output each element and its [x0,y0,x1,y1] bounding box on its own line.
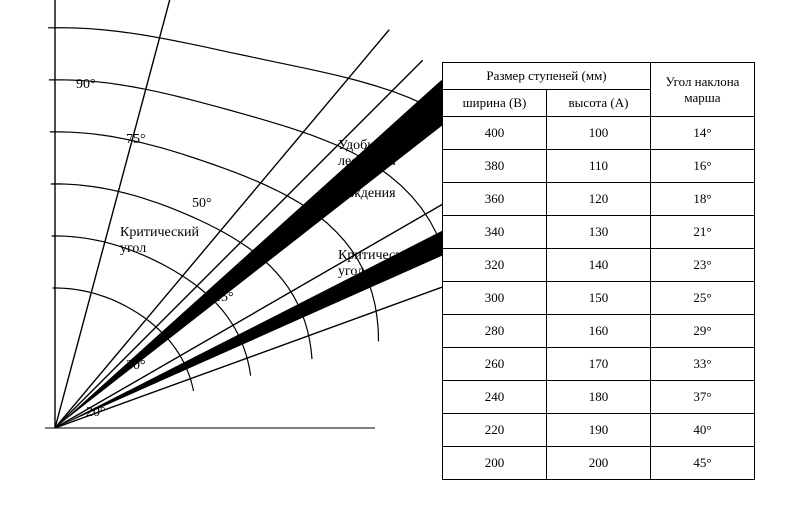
angle-label-30: 30° [126,358,146,374]
table-row: 24018037° [443,381,755,414]
table-cell: 380 [443,150,547,183]
table-cell: 340 [443,216,547,249]
header-width: ширина (B) [443,90,547,117]
table-cell: 33° [651,348,755,381]
table-cell: 18° [651,183,755,216]
table-cell: 190 [547,414,651,447]
table-cell: 200 [443,447,547,480]
table-cell: 45° [651,447,755,480]
angle-label-45: 45° [214,290,234,306]
table-row: 34013021° [443,216,755,249]
angle-label-75: 75° [126,132,146,148]
header-size-group: Размер ступеней (мм) [443,63,651,90]
table-cell: 37° [651,381,755,414]
label-critical-upper: Критический угол [120,225,199,257]
table-cell: 170 [547,348,651,381]
stairs-table: Размер ступеней (мм) Угол наклона марша … [442,62,755,480]
table-row: 38011016° [443,150,755,183]
table-row: 32014023° [443,249,755,282]
table-cell: 200 [547,447,651,480]
table-cell: 25° [651,282,755,315]
label-critical-lower: Критический угол [338,248,417,280]
angle-label-20: 20° [86,405,106,421]
table-row: 40010014° [443,117,755,150]
table-cell: 300 [443,282,547,315]
table-row: 22019040° [443,414,755,447]
table-cell: 40° [651,414,755,447]
table-row: 36012018° [443,183,755,216]
table-cell: 240 [443,381,547,414]
table-cell: 280 [443,315,547,348]
table-cell: 140 [547,249,651,282]
table-cell: 23° [651,249,755,282]
table-row: 26017033° [443,348,755,381]
table-cell: 110 [547,150,651,183]
table-cell: 130 [547,216,651,249]
table-cell: 320 [443,249,547,282]
stage: 20° 30° 45° 50° 75° 90° Удобные лестницы… [0,0,800,506]
table-cell: 14° [651,117,755,150]
table-cell: 21° [651,216,755,249]
table-row: 28016029° [443,315,755,348]
header-height: высота (A) [547,90,651,117]
table-row: 30015025° [443,282,755,315]
table-cell: 260 [443,348,547,381]
angle-label-50: 50° [192,196,212,212]
table-cell: 220 [443,414,547,447]
table-cell: 400 [443,117,547,150]
table-cell: 100 [547,117,651,150]
table-row: 20020045° [443,447,755,480]
table-cell: 150 [547,282,651,315]
table-cell: 16° [651,150,755,183]
table-cell: 29° [651,315,755,348]
stairs-table-wrap: Размер ступеней (мм) Угол наклона марша … [442,62,754,480]
table-cell: 160 [547,315,651,348]
table-cell: 360 [443,183,547,216]
table-cell: 180 [547,381,651,414]
label-comfortable: Удобные лестницы для хождения [338,138,396,202]
header-angle: Угол наклона марша [651,63,755,117]
table-cell: 120 [547,183,651,216]
angle-label-90: 90° [76,77,96,93]
